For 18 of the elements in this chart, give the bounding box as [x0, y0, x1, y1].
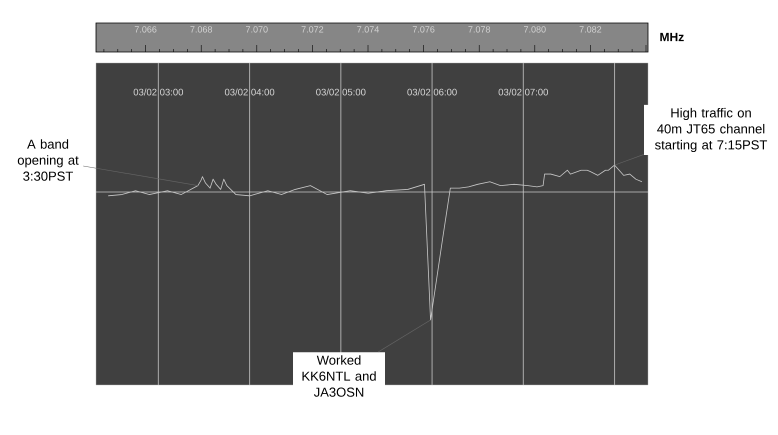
text: 7.078 [468, 26, 490, 33]
text: 7.076 [412, 26, 434, 33]
text: 7.074 [357, 26, 379, 33]
x-tick-label: 03/02 04:00 [224, 88, 274, 96]
text: 7.070 [246, 26, 268, 33]
text: 7.066 [134, 26, 156, 33]
annotation: High traffic on 40m JT65 channel starting at 7:15PST [655, 108, 768, 152]
annotation: Worked KK6NTL and JA3OSN [302, 355, 376, 397]
text: 7.072 [302, 26, 324, 33]
x-tick-label: 03/02 05:00 [316, 88, 366, 96]
annotation: A band opening at 3:30PST [18, 139, 79, 181]
text: 7.080 [524, 26, 546, 33]
x-tick-label: 03/02 06:00 [407, 88, 457, 96]
text: 7.082 [580, 26, 602, 33]
text: 7.068 [190, 26, 212, 33]
text: MHz [660, 32, 684, 42]
x-tick-label: 03/02 03:00 [134, 88, 184, 96]
x-tick-label: 03/02 07:00 [498, 88, 548, 96]
